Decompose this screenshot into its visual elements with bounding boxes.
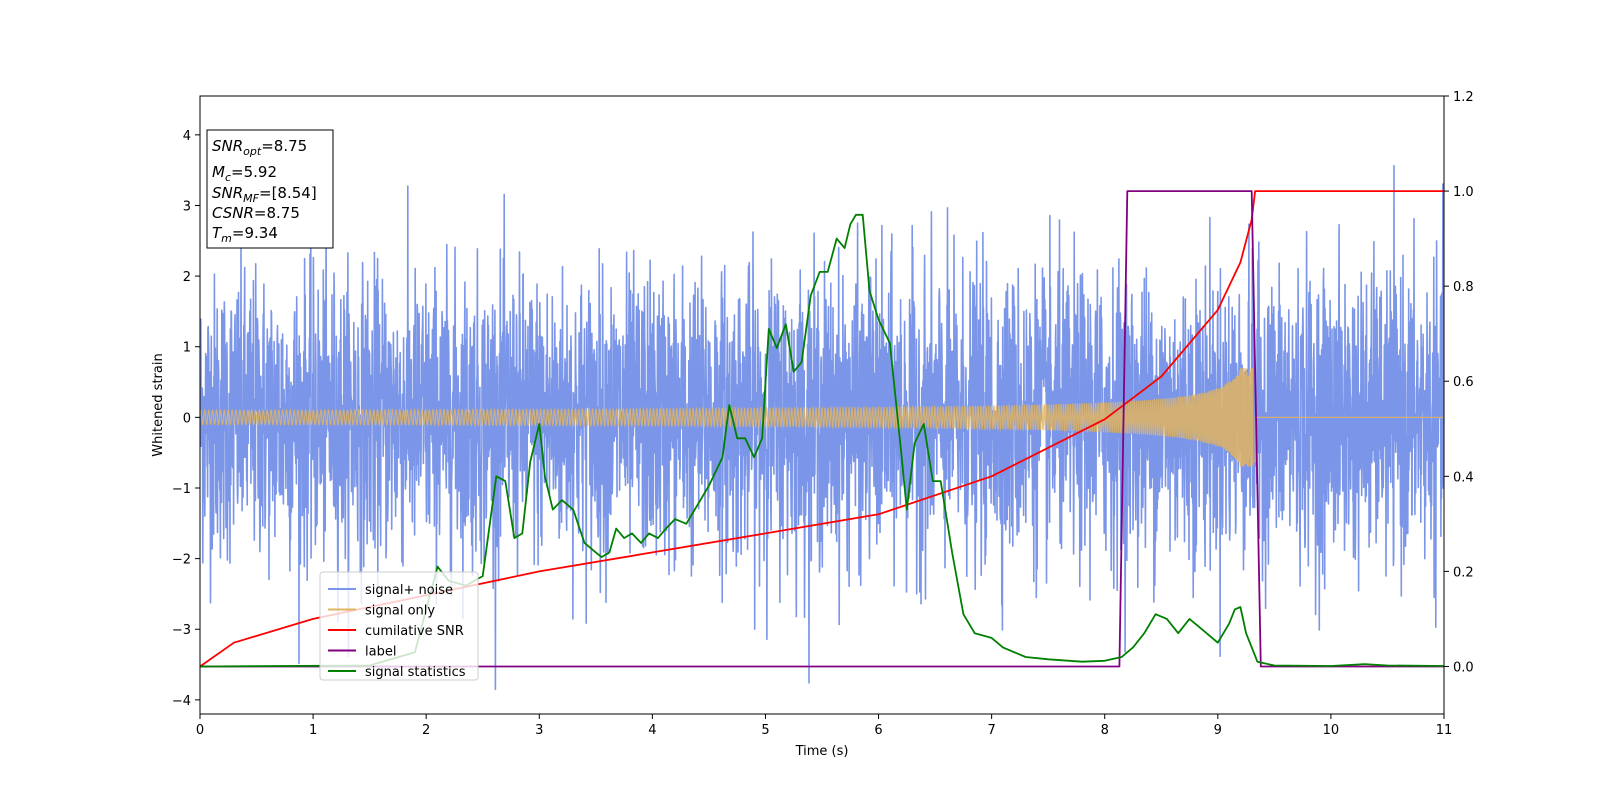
x-axis-label: Time (s) xyxy=(795,744,849,759)
legend-item-signal-noise: signal+ noise xyxy=(328,583,453,598)
annotation-box: SNRopt=8.75 Mc=5.92 SNRMF=[8.54] CSNR=8.… xyxy=(206,129,334,249)
x-tick-label: 7 xyxy=(987,723,995,738)
y-tick-label: 3 xyxy=(183,199,191,214)
legend-item-signal-only: signal only xyxy=(328,604,435,619)
x-axis: 0 1 2 3 4 5 6 7 8 9 10 11 xyxy=(196,714,1452,738)
y-axis-right: 1.2 1.0 0.8 0.6 0.4 0.2 0.0 xyxy=(1444,90,1474,675)
legend-item-signal-statistics: signal statistics xyxy=(328,665,466,680)
legend-label: cumilative SNR xyxy=(365,624,464,639)
y-tick-label: 0 xyxy=(183,411,191,426)
x-tick-label: 10 xyxy=(1323,723,1340,738)
y-tick-label: −3 xyxy=(172,623,191,638)
y-tick-label: 1 xyxy=(183,341,191,356)
legend-item-cumilative-snr: cumilative SNR xyxy=(328,624,464,639)
legend-label: signal only xyxy=(365,604,435,619)
x-tick-label: 11 xyxy=(1436,723,1453,738)
y2-tick-label: 0.4 xyxy=(1453,470,1474,485)
series-signal-noise xyxy=(200,164,1444,691)
annotation-tm: Tm=9.34 xyxy=(212,224,278,245)
x-tick-label: 8 xyxy=(1101,723,1109,738)
x-tick-label: 4 xyxy=(648,723,656,738)
x-tick-label: 1 xyxy=(309,723,317,738)
y-tick-label: 2 xyxy=(183,270,191,285)
x-tick-label: 2 xyxy=(422,723,430,738)
legend-item-label: label xyxy=(328,645,396,660)
annotation-csnr: CSNR=8.75 xyxy=(212,204,300,222)
x-tick-label: 9 xyxy=(1214,723,1222,738)
y-tick-label: −2 xyxy=(172,553,191,568)
legend-label: signal statistics xyxy=(365,665,466,680)
y2-tick-label: 0.6 xyxy=(1453,375,1474,390)
y-tick-label: 4 xyxy=(183,129,191,144)
x-tick-label: 6 xyxy=(874,723,882,738)
y-tick-label: −4 xyxy=(172,694,191,709)
x-tick-label: 3 xyxy=(535,723,543,738)
annotation-snr-mf: SNRMF=[8.54] xyxy=(212,184,317,205)
y2-tick-label: 0.0 xyxy=(1453,660,1474,675)
y2-tick-label: 1.2 xyxy=(1453,90,1474,105)
y2-tick-label: 0.2 xyxy=(1453,565,1474,580)
y2-tick-label: 0.8 xyxy=(1453,280,1474,295)
series-signal-statistics xyxy=(200,213,1444,668)
legend-frame xyxy=(319,571,479,681)
legend: signal+ noise signal only cumilative SNR la… xyxy=(319,571,479,681)
y-tick-label: −1 xyxy=(172,482,191,497)
x-tick-label: 5 xyxy=(761,723,769,738)
legend-label: signal+ noise xyxy=(365,583,453,598)
annotation-snr-opt: SNRopt=8.75 xyxy=(212,137,307,158)
y-axis-left: 4 3 2 1 0 −1 −2 −3 −4 xyxy=(172,129,200,709)
y-axis-label: Whitened strain xyxy=(151,353,166,456)
legend-label: label xyxy=(365,645,396,660)
y2-tick-label: 1.0 xyxy=(1453,185,1474,200)
plot-frame xyxy=(199,95,1445,715)
annotation-box-frame xyxy=(206,129,334,249)
annotation-mc: Mc=5.92 xyxy=(212,163,277,184)
x-tick-label: 0 xyxy=(196,723,204,738)
